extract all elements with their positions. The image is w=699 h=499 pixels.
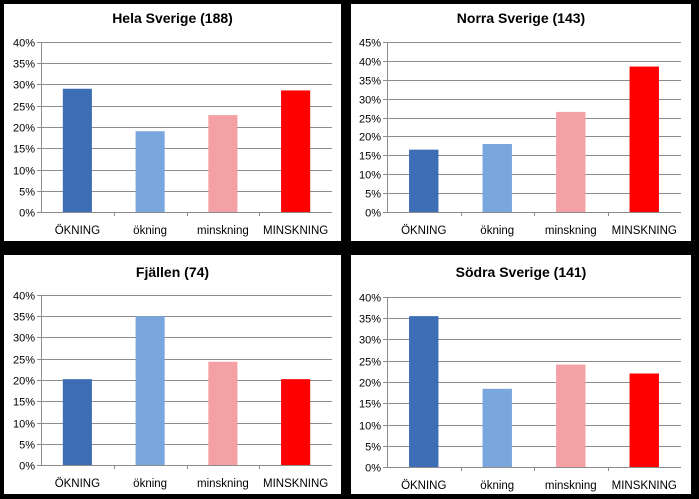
y-tick-label: 15% [13,397,35,409]
bar-minskning [629,373,659,467]
y-tick-label: 40% [13,291,35,303]
chart-panel-fjallen: Fjällen (74) 0% 5% 10% 15% 20% 25% 30% 35% 40% ÖKN… [4,255,341,494]
y-tick-label: 35% [13,59,35,71]
bar-minskning [556,111,586,212]
x-category-label: minskning [545,225,597,237]
y-tick-label: 20% [359,378,381,390]
y-tick-label: 15% [13,144,35,156]
x-category-label: ökning [480,480,514,492]
bar-ökning [135,316,165,465]
y-tick-label: 35% [359,314,381,326]
chart-panel-norra-sverige: Norra Sverige (143) 0% 5% 10% 15% 20% 25% 30% 35… [351,4,691,241]
chart-svg: Fjällen (74) 0% 5% 10% 15% 20% 25% 30% 35% 40% ÖKN… [13,264,332,490]
x-category-label: MINSKNING [612,225,677,237]
chart-svg: Norra Sverige (143) 0% 5% 10% 15% 20% 25% 30% 35… [359,10,681,237]
y-tick-label: 30% [359,335,381,347]
bar-minskning [629,66,659,212]
chart-panel-sodra-sverige: Södra Sverige (141) 0% 5% 10% 15% 20% 25% 30% 35… [351,255,691,494]
x-category-label: ÖKNING [55,225,100,237]
y-tick-label: 25% [13,355,35,367]
bar-minskning [556,364,586,467]
y-tick-label: 25% [13,102,35,114]
y-tick-label: 20% [359,132,381,144]
y-tick-label: 10% [13,419,35,431]
x-category-label: MINSKNING [612,480,677,492]
y-tick-label: 0% [19,208,35,220]
chart-svg: Hela Sverige (188) 0% 5% 10% 15% 20% 25% 30% 35%… [13,10,332,237]
y-tick-label: 25% [359,114,381,126]
x-category-label: minskning [197,478,249,490]
y-tick-label: 0% [365,208,381,220]
y-tick-label: 40% [13,38,35,50]
bar-minskning [208,115,238,212]
y-tick-label: 45% [359,38,381,50]
y-tick-label: 20% [13,123,35,135]
x-category-label: ökning [133,478,167,490]
chart-panel-hela-sverige: Hela Sverige (188) 0% 5% 10% 15% 20% 25% 30% 35%… [4,4,341,241]
x-category-label: minskning [545,480,597,492]
x-category-label: ökning [480,225,514,237]
y-tick-label: 0% [19,461,35,473]
bar-ökning [409,316,439,467]
y-tick-label: 30% [13,80,35,92]
y-tick-label: 5% [19,187,35,199]
y-tick-label: 30% [13,333,35,345]
y-tick-label: 20% [13,376,35,388]
y-tick-label: 5% [365,442,381,454]
x-category-label: minskning [197,225,249,237]
x-category-label: ökning [133,225,167,237]
y-tick-label: 15% [359,151,381,163]
y-tick-label: 30% [359,95,381,107]
bar-ökning [62,379,92,465]
y-tick-label: 10% [13,166,35,178]
y-tick-label: 10% [359,421,381,433]
x-category-label: ÖKNING [55,478,100,490]
chart-title: Fjällen (74) [136,264,209,280]
bar-ökning [409,149,439,212]
y-tick-label: 0% [365,463,381,475]
bar-minskning [281,379,311,465]
y-tick-label: 35% [359,76,381,88]
y-tick-label: 10% [359,170,381,182]
bar-ökning [482,144,512,212]
x-category-label: MINSKNING [263,478,328,490]
x-category-label: ÖKNING [401,225,446,237]
bar-minskning [281,90,311,212]
bar-ökning [135,131,165,212]
bar-ökning [482,388,512,467]
chart-title: Hela Sverige (188) [112,10,233,26]
bar-minskning [208,361,238,465]
chart-title: Södra Sverige (141) [456,264,587,280]
y-tick-label: 35% [13,312,35,324]
y-tick-label: 40% [359,293,381,305]
y-tick-label: 15% [359,399,381,411]
y-tick-label: 25% [359,357,381,369]
bar-ökning [62,88,92,212]
chart-svg: Södra Sverige (141) 0% 5% 10% 15% 20% 25% 30% 35… [359,264,681,492]
y-tick-label: 5% [19,440,35,452]
chart-title: Norra Sverige (143) [457,10,585,26]
y-tick-label: 40% [359,57,381,69]
y-tick-label: 5% [365,189,381,201]
x-category-label: ÖKNING [401,480,446,492]
x-category-label: MINSKNING [263,225,328,237]
